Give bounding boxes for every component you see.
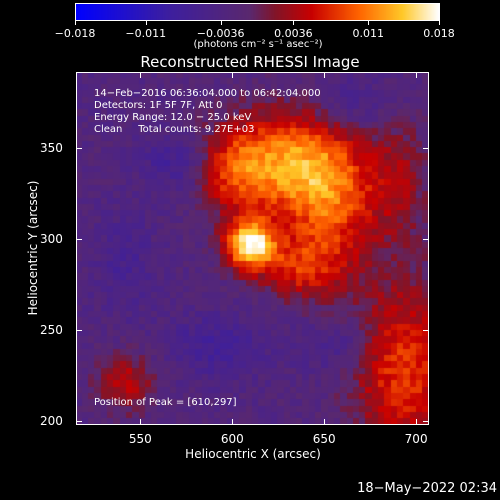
y-tick-label: 350 xyxy=(40,141,63,156)
colorbar-tick-label: 0.0036 xyxy=(274,27,313,40)
info-time-range: 14−Feb−2016 06:36:04.000 to 06:42:04.000 xyxy=(94,88,321,99)
info-detectors: Detectors: 1F 5F 7F, Att 0 xyxy=(94,100,223,111)
footer-timestamp: 18−May−2022 02:34 xyxy=(357,481,497,496)
y-tick-mark xyxy=(76,239,82,241)
x-tick-label: 550 xyxy=(128,432,152,446)
colorbar-tick-mark xyxy=(439,21,440,25)
y-tick-mark xyxy=(423,330,429,332)
y-tick-label: 300 xyxy=(40,232,63,247)
colorbar-tick-mark xyxy=(368,21,370,25)
y-tick-mark xyxy=(423,239,429,241)
colorbar-tick-mark xyxy=(220,21,222,25)
x-tick-mark xyxy=(324,72,326,78)
colorbar-tick-label: −0.018 xyxy=(54,27,96,40)
y-tick-label: 200 xyxy=(40,414,63,429)
x-tick-mark xyxy=(232,72,234,78)
y-tick-label: 250 xyxy=(40,323,63,338)
colorbar-tick-label: 0.018 xyxy=(423,27,455,40)
y-tick-mark xyxy=(76,148,82,150)
x-tick-mark xyxy=(416,72,418,78)
colorbar-units: (photons cm⁻² s⁻¹ asec⁻²) xyxy=(193,39,323,50)
x-axis-label: Heliocentric X (arcsec) xyxy=(185,447,321,461)
x-tick-mark xyxy=(140,72,142,78)
colorbar-tick-mark xyxy=(75,21,76,25)
x-tick-mark xyxy=(140,419,142,425)
colorbar-tick-label: −0.0036 xyxy=(196,27,245,40)
colorbar-tick-mark xyxy=(293,21,295,25)
y-tick-mark xyxy=(423,148,429,150)
colorbar-tick-label: 0.011 xyxy=(352,27,384,40)
info-energy-range: Energy Range: 12.0 − 25.0 keV xyxy=(94,112,252,123)
peak-position: Position of Peak = [610,297] xyxy=(94,397,237,408)
x-tick-mark xyxy=(416,419,418,425)
rhessi-image xyxy=(76,72,429,425)
colorbar xyxy=(75,3,440,21)
x-tick-label: 650 xyxy=(312,432,336,446)
y-tick-mark xyxy=(76,330,82,332)
y-axis-label: Heliocentric Y (arcsec) xyxy=(26,180,40,316)
x-tick-label: 700 xyxy=(404,432,428,446)
y-tick-mark xyxy=(76,421,82,423)
colorbar-tick-mark xyxy=(145,21,147,25)
colorbar-tick-label: −0.011 xyxy=(125,27,167,40)
info-counts: Clean Total counts: 9.27E+03 xyxy=(94,124,255,135)
image-title: Reconstructed RHESSI Image xyxy=(140,53,360,71)
x-tick-mark xyxy=(324,419,326,425)
plot-frame xyxy=(76,72,429,425)
x-tick-mark xyxy=(232,419,234,425)
x-tick-label: 600 xyxy=(220,432,244,446)
y-tick-mark xyxy=(423,421,429,423)
